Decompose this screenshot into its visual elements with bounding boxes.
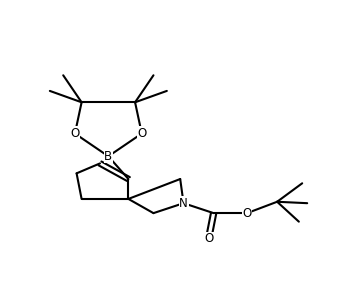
Text: N: N: [179, 197, 188, 210]
Text: B: B: [104, 150, 113, 163]
Text: O: O: [137, 127, 146, 140]
Text: O: O: [204, 232, 213, 245]
Text: O: O: [242, 207, 252, 220]
Text: O: O: [70, 127, 80, 140]
